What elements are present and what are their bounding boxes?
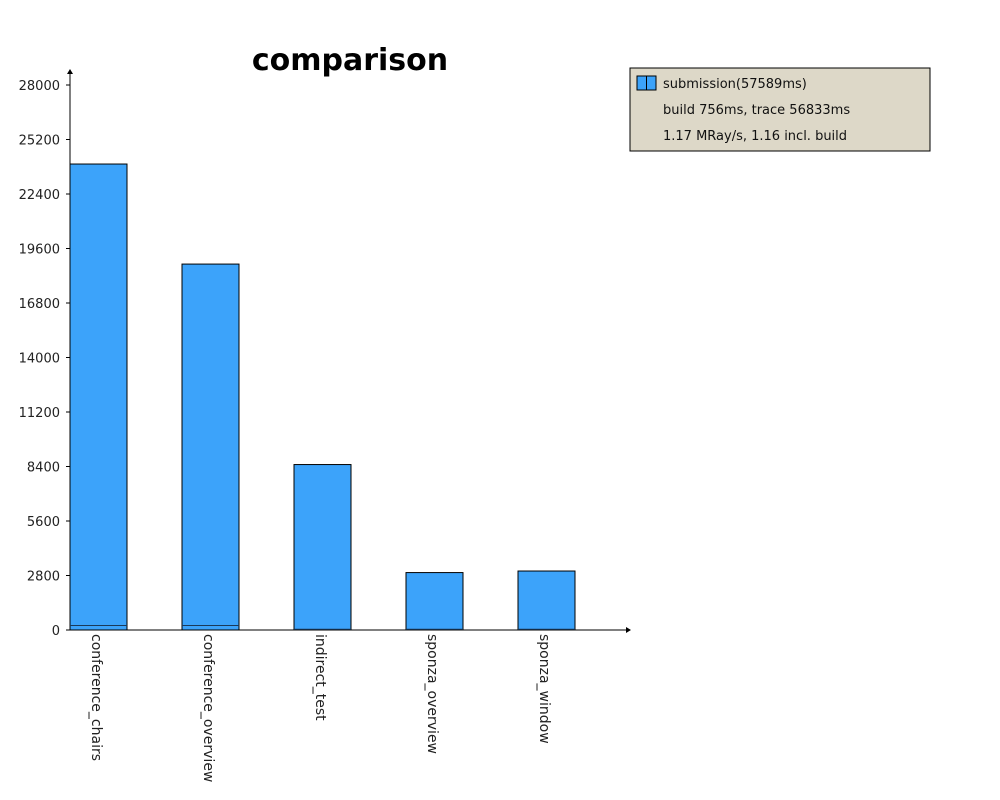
y-tick-label: 5600 [27, 515, 60, 530]
y-tick-label: 22400 [19, 188, 60, 203]
x-axis-arrow [626, 627, 631, 633]
y-tick-label: 25200 [19, 134, 60, 149]
y-tick-label: 11200 [19, 406, 60, 421]
y-tick-label: 2800 [27, 570, 60, 585]
y-tick-label: 14000 [19, 352, 60, 367]
bar [69, 163, 128, 631]
bar [517, 570, 576, 631]
y-tick-label: 8400 [27, 461, 60, 476]
chart-title: comparison [252, 43, 448, 78]
x-tick-label: sponza_window [536, 634, 552, 744]
x-tick-label: indirect_test [312, 634, 328, 721]
bar [405, 572, 464, 631]
y-tick-label: 28000 [19, 79, 60, 94]
legend: submission(57589ms) build 756ms, trace 5… [629, 67, 931, 152]
y-tick-label: 19600 [19, 243, 60, 258]
y-axis-arrow [67, 69, 73, 74]
category-labels: conference_chairs conference_overview indi… [88, 634, 552, 782]
y-ticks: 0 2800 5600 8400 11200 14000 16800 19600 22400 25… [19, 79, 70, 639]
bars [69, 163, 576, 631]
bar [293, 464, 352, 631]
x-tick-label: conference_overview [200, 634, 216, 782]
legend-entry-build-trace: build 756ms, trace 56833ms [663, 103, 850, 118]
x-tick-label: conference_chairs [88, 634, 104, 761]
y-tick-label: 16800 [19, 297, 60, 312]
legend-entry-series: submission(57589ms) [663, 77, 807, 92]
legend-box [629, 67, 931, 152]
y-tick-label: 0 [52, 624, 60, 639]
legend-entry-mray: 1.17 MRay/s, 1.16 incl. build [663, 129, 847, 144]
x-tick-label: sponza_overview [424, 634, 440, 754]
bar [181, 263, 240, 631]
